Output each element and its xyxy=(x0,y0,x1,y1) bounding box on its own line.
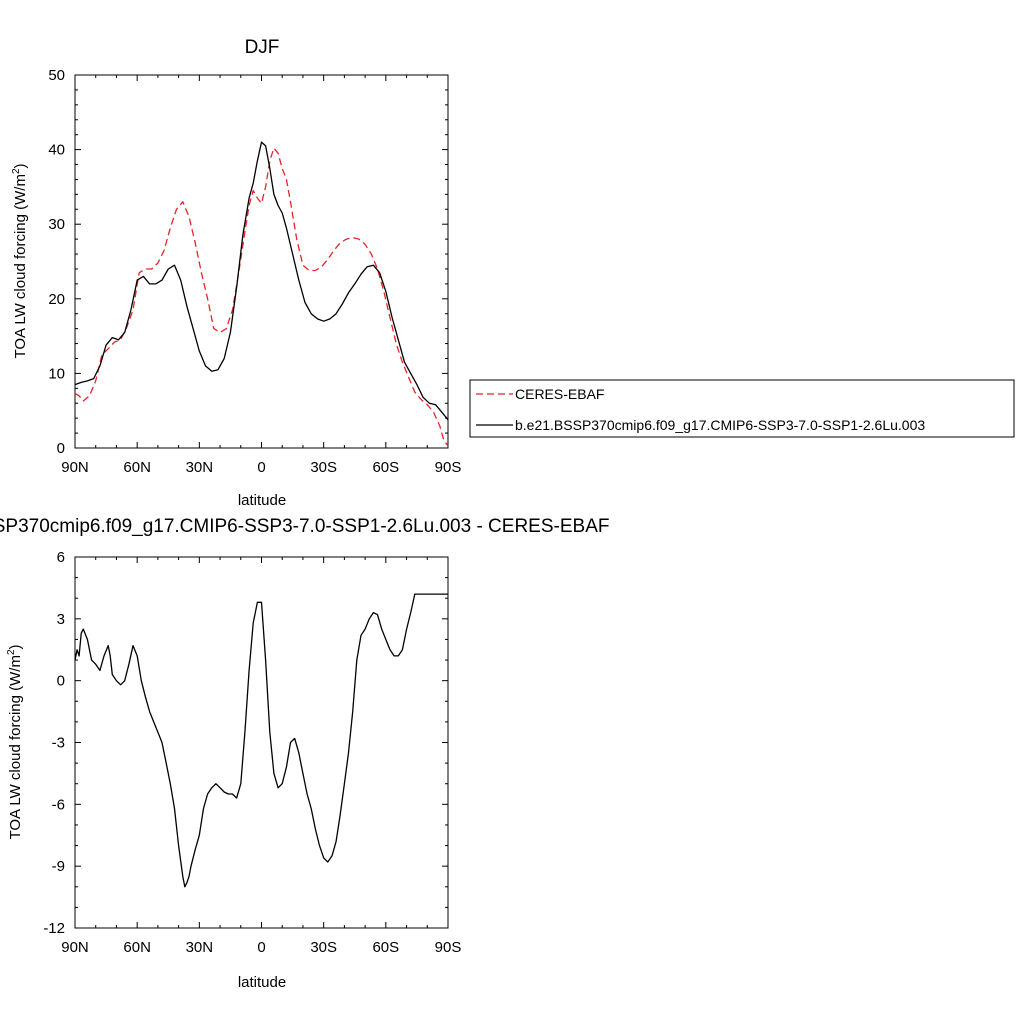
panel1-title: DJF xyxy=(245,37,280,58)
panel1-xtick-label: 60S xyxy=(372,459,399,476)
panel1-ytick-label: 40 xyxy=(48,142,65,159)
panel1-ytick-label: 50 xyxy=(48,67,65,84)
panel1-ylabel: TOA LW cloud forcing (W/m2) xyxy=(11,163,29,358)
panel2-xlabel: latitude xyxy=(238,974,286,991)
panel2-plot-frame xyxy=(74,556,449,929)
panel1-series-line-0 xyxy=(74,147,449,447)
panel1-xtick-label: 30S xyxy=(310,459,337,476)
panel2-xtick-label: 60S xyxy=(372,939,399,956)
panel2-ytick-label: 6 xyxy=(57,549,65,566)
panel1-xtick-label: 0 xyxy=(257,459,265,476)
legend: CERES-EBAF b.e21.BSSP370cmip6.f09_g17.CM… xyxy=(469,379,1015,438)
panel1-xtick-label: 30N xyxy=(186,459,214,476)
panel2-xtick-label: 0 xyxy=(257,939,265,956)
panel2-xtick-label: 60N xyxy=(123,939,151,956)
legend-label-ceres: CERES-EBAF xyxy=(515,386,604,402)
panel2-ytick-label: -6 xyxy=(52,796,65,813)
panel2-ytick-label: -12 xyxy=(43,920,65,937)
legend-frame xyxy=(469,379,1015,438)
panel2-xtick-label: 30S xyxy=(310,939,337,956)
panel1-xtick-label: 90N xyxy=(61,459,89,476)
panel2-xtick-label: 30N xyxy=(186,939,214,956)
panel1-xtick-label: 60N xyxy=(123,459,151,476)
legend-label-model: b.e21.BSSP370cmip6.f09_g17.CMIP6-SSP3-7.… xyxy=(515,417,925,433)
panel1-lines xyxy=(74,141,449,447)
panel1-ytick-label: 10 xyxy=(48,365,65,382)
panel2-series-line-0 xyxy=(74,593,448,888)
panel1-xlabel: latitude xyxy=(238,492,286,509)
panel2-title: b.e21.BSSP370cmip6.f09_g17.CMIP6-SSP3-7.… xyxy=(0,516,609,537)
panel2-ylabel: TOA LW cloud forcing (W/m2) xyxy=(6,644,24,839)
panel2-ytick-label: -3 xyxy=(52,735,65,752)
panel-climatology: DJF 90N 60N 30N 0 30S 60S 90S 0 10 20 30 40 50 latit… xyxy=(11,37,461,509)
panel1-ytick-label: 0 xyxy=(57,440,65,457)
panel1-ytick-label: 20 xyxy=(48,291,65,308)
panel1-ticks: 90N 60N 30N 0 30S 60S 90S 0 10 20 30 40 50 xyxy=(48,67,461,476)
panel2-lines xyxy=(74,593,448,888)
panel2-ticks: 90N 60N 30N 0 30S 60S 90S -12 -9 -6 -3 0 3 6 xyxy=(43,549,461,956)
panel2-ytick-label: -9 xyxy=(52,858,65,875)
panel2-ytick-label: 3 xyxy=(57,611,65,628)
panel-difference: b.e21.BSSP370cmip6.f09_g17.CMIP6-SSP3-7.… xyxy=(0,516,609,991)
panel2-xtick-label: 90N xyxy=(61,939,89,956)
panel1-plot-frame xyxy=(74,74,449,449)
panel1-series-line-1 xyxy=(74,141,449,421)
panel1-ytick-label: 30 xyxy=(48,216,65,233)
panel1-xtick-label: 90S xyxy=(435,459,462,476)
panel2-xtick-label: 90S xyxy=(435,939,462,956)
panel2-ytick-label: 0 xyxy=(57,673,65,690)
